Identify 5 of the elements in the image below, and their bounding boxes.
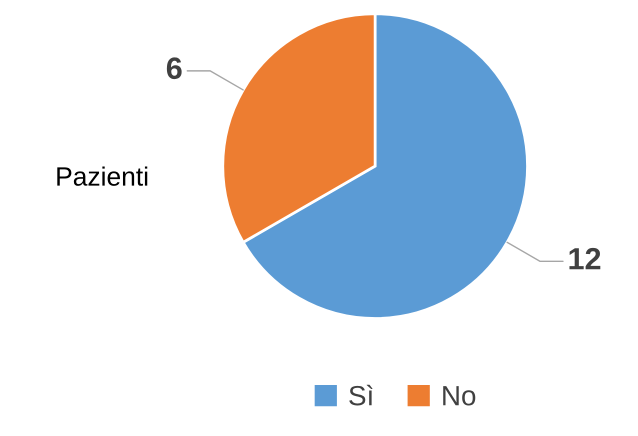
- legend-label: Sì: [349, 384, 372, 406]
- data-label: 12: [569, 248, 600, 270]
- data-label: 6: [166, 57, 182, 80]
- text: Pazienti: [57, 166, 148, 186]
- legend-label: No: [443, 386, 476, 406]
